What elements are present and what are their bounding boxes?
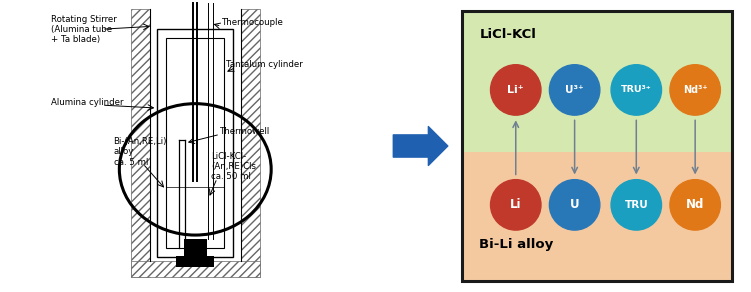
Text: Bi-Li alloy: Bi-Li alloy: [479, 238, 553, 251]
Bar: [157, 29, 234, 257]
Text: Thermocouple: Thermocouple: [222, 18, 283, 27]
Text: U³⁺: U³⁺: [566, 85, 584, 95]
Text: Nd: Nd: [686, 198, 704, 211]
Bar: [131, 9, 150, 277]
Text: LiCl-KCl-
(An,RE)Cls
ca. 50 ml: LiCl-KCl- (An,RE)Cls ca. 50 ml: [211, 152, 256, 181]
Circle shape: [670, 65, 720, 115]
Circle shape: [670, 180, 720, 230]
Text: Bi-(An,RE,Li)
alloy
ca. 5 ml: Bi-(An,RE,Li) alloy ca. 5 ml: [113, 137, 167, 167]
Bar: [150, 9, 240, 261]
Text: U: U: [570, 198, 580, 211]
Bar: [176, 256, 214, 267]
Circle shape: [490, 65, 541, 115]
Text: TRU³⁺: TRU³⁺: [621, 86, 652, 94]
Text: Li⁺: Li⁺: [508, 85, 524, 95]
Bar: [240, 9, 260, 277]
Circle shape: [550, 180, 600, 230]
Text: LiCl-KCl: LiCl-KCl: [479, 28, 536, 41]
Circle shape: [611, 180, 662, 230]
Circle shape: [490, 180, 541, 230]
Bar: [463, 152, 731, 281]
Bar: [463, 11, 731, 152]
Text: Tantalum cylinder: Tantalum cylinder: [226, 60, 303, 69]
FancyArrowPatch shape: [394, 126, 448, 166]
Bar: [131, 261, 260, 277]
Circle shape: [550, 65, 600, 115]
Text: Li: Li: [510, 198, 521, 211]
Text: Alumina cylinder: Alumina cylinder: [51, 98, 123, 107]
Text: Nd³⁺: Nd³⁺: [683, 85, 707, 95]
Bar: [183, 239, 207, 257]
Text: Rotating Stirrer
(Alumina tube
+ Ta blade): Rotating Stirrer (Alumina tube + Ta blad…: [51, 15, 116, 44]
Circle shape: [611, 65, 662, 115]
Bar: [166, 38, 225, 248]
Text: Thermowell: Thermowell: [220, 127, 270, 136]
Text: TRU: TRU: [624, 200, 648, 210]
